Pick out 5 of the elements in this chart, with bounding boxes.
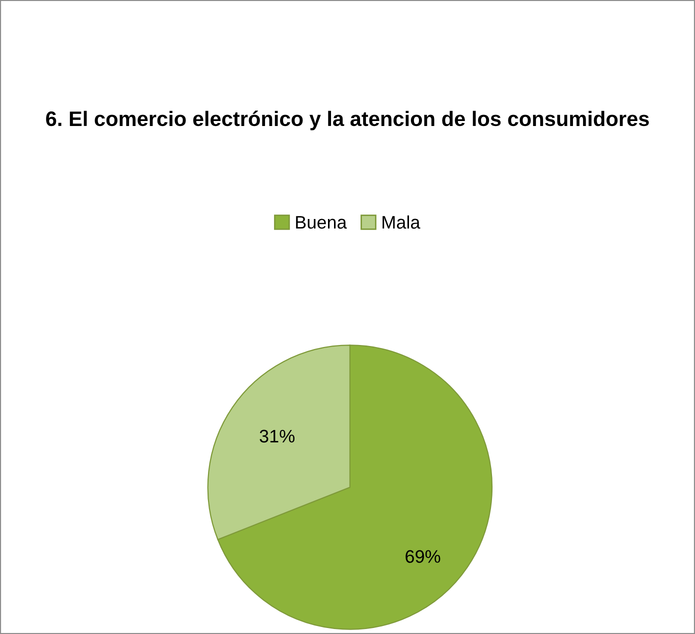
chart-title: 6. El comercio electrónico y la atencion de los consumidores [46, 110, 649, 130]
data-label: 69% [406, 550, 440, 563]
legend-label: Mala [382, 215, 420, 229]
legend-label: Buena [296, 216, 347, 229]
data-label: 31% [260, 430, 295, 443]
